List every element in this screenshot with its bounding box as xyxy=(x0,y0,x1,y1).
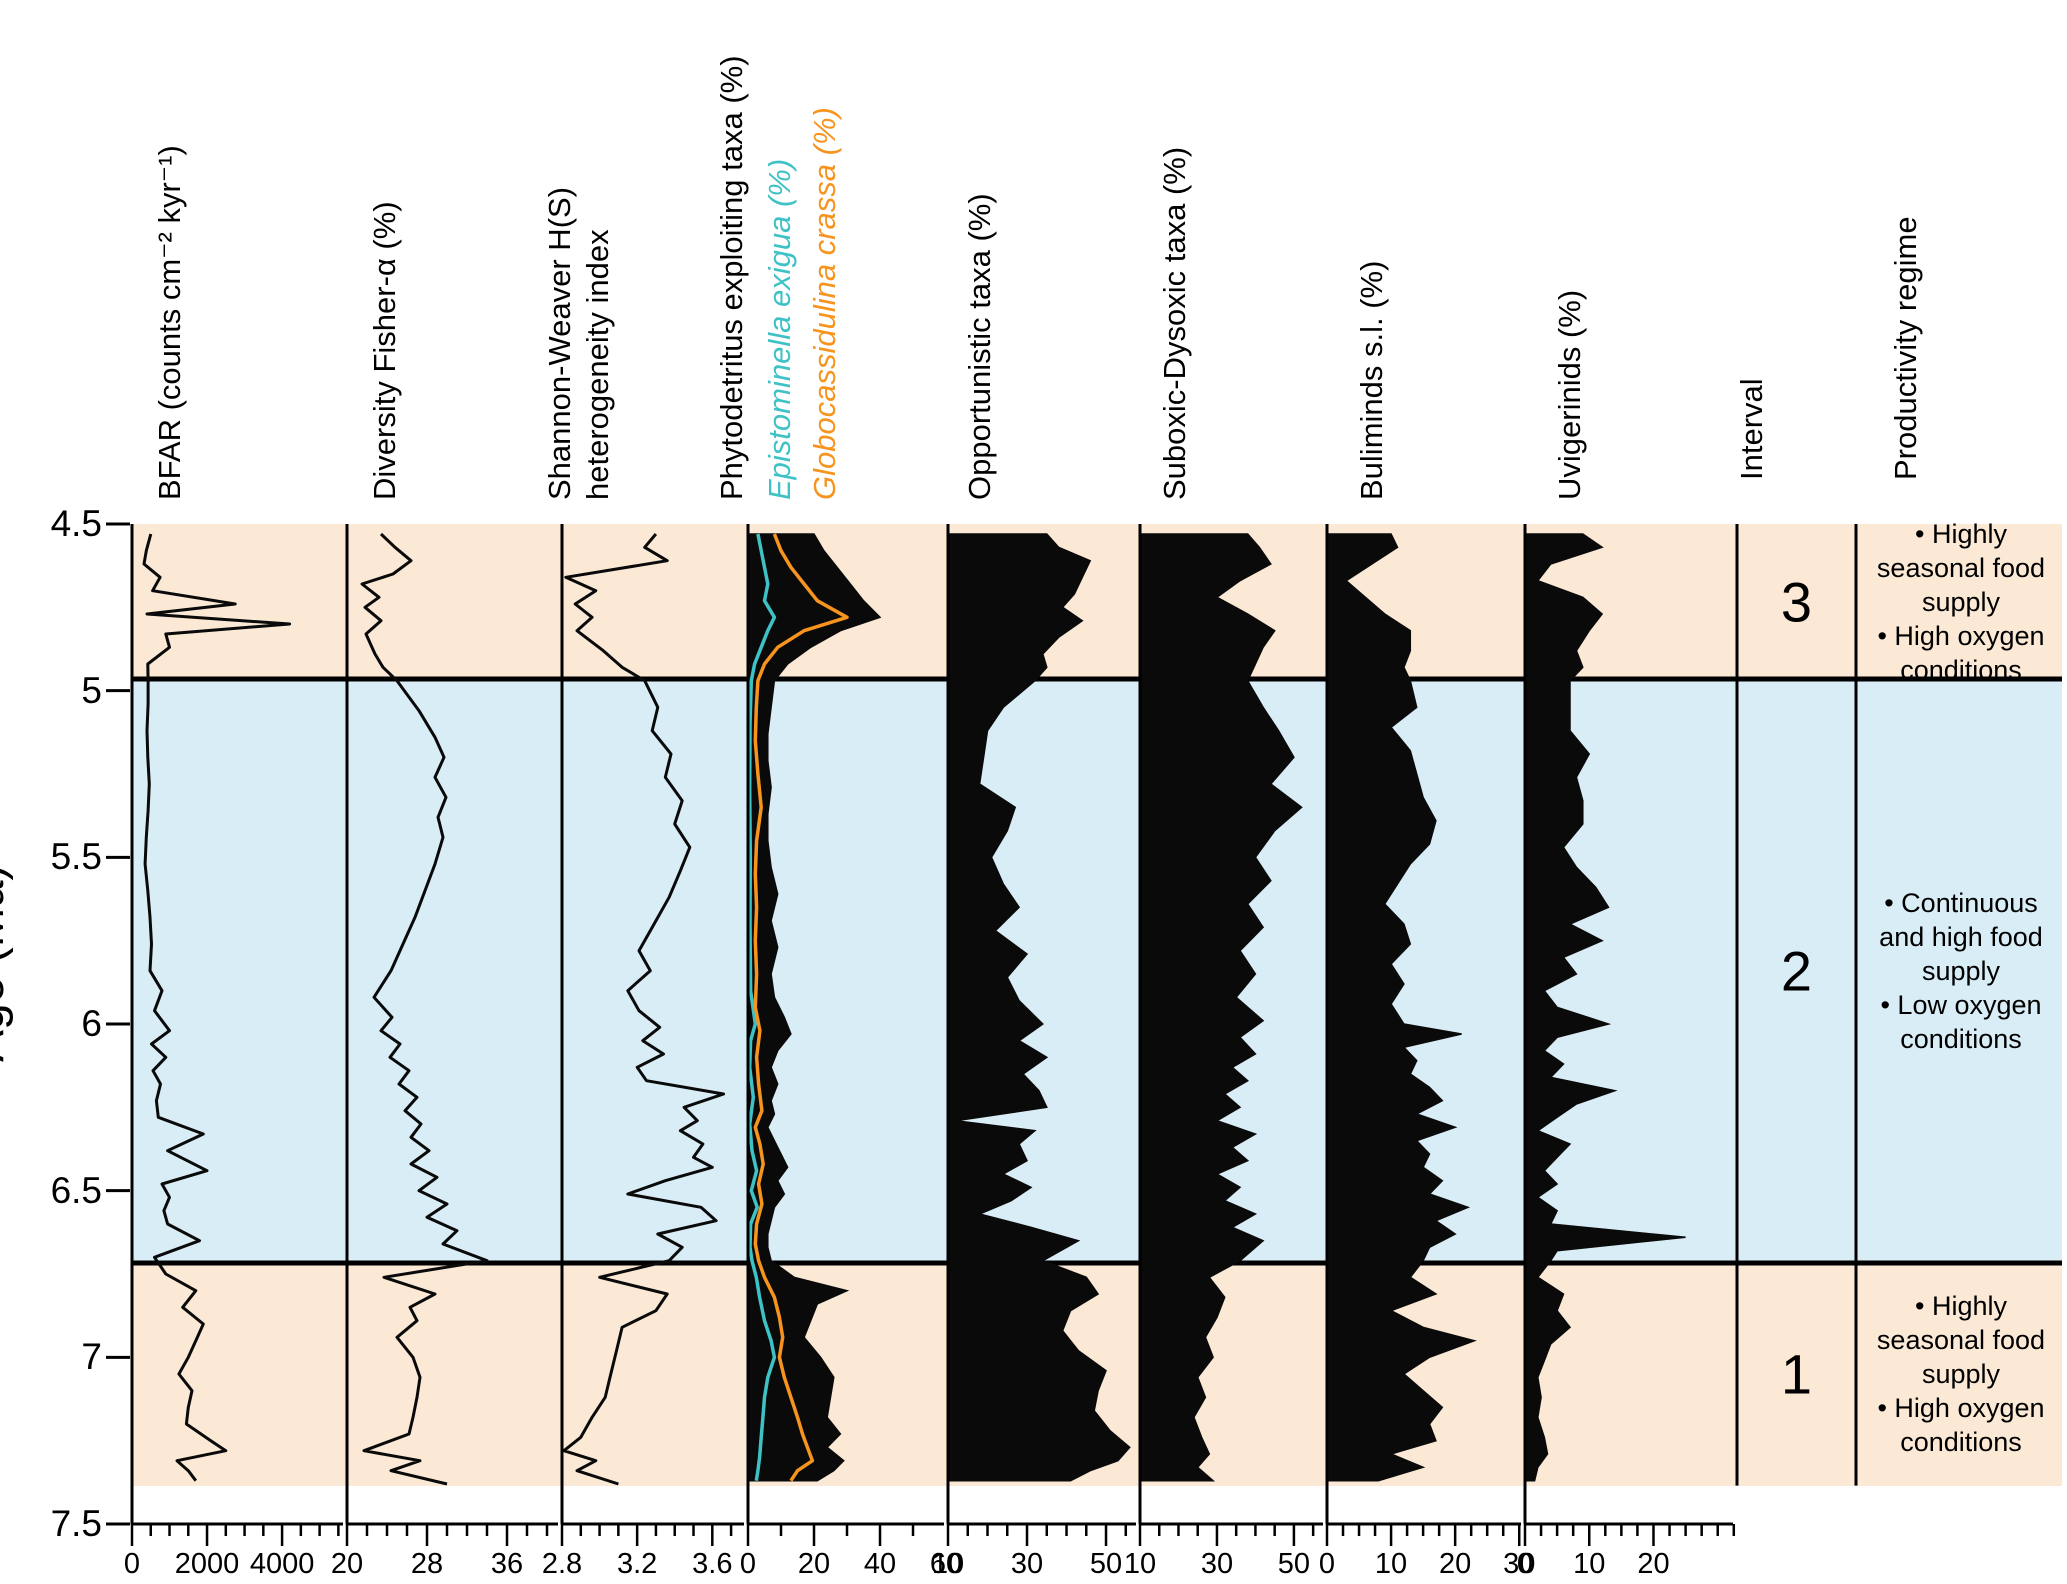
x-tick-label-fisher-28: 28 xyxy=(410,1548,444,1580)
panel-header-shannon-1: heterogeneity index xyxy=(580,229,615,500)
interval-column-header: Interval xyxy=(1734,378,1769,480)
x-tick-label-fisher-36: 36 xyxy=(490,1548,524,1580)
age-tick-label-5: 5 xyxy=(81,669,102,711)
regime-text-interval-3: • Highly seasonal food supply • High oxyg… xyxy=(1862,517,2060,687)
age-tick-label-6.5: 6.5 xyxy=(50,1169,102,1211)
series-buliminds-buliminds-s-l- xyxy=(1328,533,1477,1482)
x-tick-label-opportunistic-10: 10 xyxy=(931,1548,965,1580)
series-uvigerinids-uvigerinids xyxy=(1526,533,1686,1482)
panel-header-shannon-0: Shannon-Weaver H(S) xyxy=(542,186,577,500)
age-tick-label-7: 7 xyxy=(81,1336,102,1378)
panel-shannon-series xyxy=(563,533,726,1486)
regime-bullet-2-1: • Low oxygen conditions xyxy=(1880,990,2042,1054)
panel-phytodetritus-series xyxy=(749,533,882,1482)
series-opportunistic-opportunistic-taxa xyxy=(949,533,1131,1482)
x-tick-label-phytodetritus-0: 0 xyxy=(739,1548,757,1580)
panel-header-phytodetritus-1: Epistominella exigua (%) xyxy=(762,158,797,500)
x-tick-label-shannon-3.6: 3.6 xyxy=(692,1548,733,1580)
panel-opportunistic-series xyxy=(949,533,1131,1482)
x-tick-label-opportunistic-50: 50 xyxy=(1089,1548,1123,1580)
interval-number-1: 1 xyxy=(1780,1342,1813,1406)
x-tick-label-opportunistic-30: 30 xyxy=(1010,1548,1044,1580)
panel-header-phytodetritus-0: Phytodetritus exploiting taxa (%) xyxy=(714,55,749,500)
panel-header-opportunistic: Opportunistic taxa (%) xyxy=(962,193,997,500)
interval-band-2 xyxy=(132,679,2062,1263)
panel-fisher-series xyxy=(360,532,489,1486)
series-suboxic-suboxic-dysoxic-taxa xyxy=(1141,533,1303,1482)
x-tick-label-bfar-0: 0 xyxy=(123,1548,141,1580)
regime-bullet-2-0: • Continuous and high food supply xyxy=(1879,888,2043,986)
x-tick-label-uvigerinids-20: 20 xyxy=(1637,1548,1670,1580)
panel-uvigerinids-series xyxy=(1526,533,1686,1482)
x-tick-label-buliminds-30: 30 xyxy=(1503,1548,1536,1580)
panel-bfar-series xyxy=(142,533,292,1482)
age-tick-label-4.5: 4.5 xyxy=(50,503,102,544)
panel-buliminds-series xyxy=(1328,533,1477,1482)
panel-header-buliminds: Buliminds s.l. (%) xyxy=(1354,260,1389,500)
x-tick-label-shannon-3.2: 3.2 xyxy=(616,1548,658,1580)
x-tick-label-fisher-20: 20 xyxy=(330,1548,364,1580)
x-tick-label-suboxic-30: 30 xyxy=(1200,1548,1234,1580)
series-shannon-shannon-weaver-h-s- xyxy=(563,533,726,1486)
panel-header-phytodetritus-2: Globocassidulina crassa (%) xyxy=(807,107,842,500)
x-tick-label-phytodetritus-20: 20 xyxy=(797,1548,831,1580)
x-tick-label-shannon-2.8: 2.8 xyxy=(541,1548,583,1580)
x-tick-label-bfar-4000: 4000 xyxy=(249,1548,315,1580)
regime-bullet-1-0: • Highly seasonal food supply xyxy=(1876,1291,2046,1390)
age-tick-label-5.5: 5.5 xyxy=(50,836,102,878)
series-phytodetritus-phytodetritus-exploiting-taxa xyxy=(749,533,882,1482)
panel-header-fisher: Diversity Fisher-α (%) xyxy=(367,201,402,500)
age-tick-label-6: 6 xyxy=(81,1003,102,1044)
x-tick-label-bfar-2000: 2000 xyxy=(174,1548,240,1580)
regime-text-interval-2: • Continuous and high food supply • Low o… xyxy=(1862,886,2060,1056)
regime-column-header: Productivity regime xyxy=(1888,216,1923,480)
age-axis-title: Age (Ma) xyxy=(0,864,14,1062)
regime-bullet-1-1: • High oxygen conditions xyxy=(1877,1393,2045,1458)
series-phytodetritus-epistominella-exigua xyxy=(749,533,777,1481)
regime-text-interval-1: • Highly seasonal food supply • High oxyg… xyxy=(1862,1289,2060,1459)
series-phytodetritus-globocassidulina-crassa xyxy=(753,533,849,1482)
series-fisher-fisher-alpha xyxy=(360,532,489,1486)
panel-suboxic-series xyxy=(1141,533,1303,1482)
x-tick-label-phytodetritus-40: 40 xyxy=(863,1548,897,1580)
x-tick-label-buliminds-20: 20 xyxy=(1439,1548,1472,1580)
interval-number-2: 2 xyxy=(1780,939,1813,1003)
x-tick-label-phytodetritus-60: 60 xyxy=(929,1548,963,1580)
regime-bullet-3-0: • Highly seasonal food supply xyxy=(1876,518,2046,617)
x-tick-label-suboxic-50: 50 xyxy=(1277,1548,1311,1580)
age-tick-label-7.5: 7.5 xyxy=(50,1503,102,1544)
x-tick-label-buliminds-10: 10 xyxy=(1374,1548,1408,1580)
interval-band-3 xyxy=(132,524,2062,679)
series-bfar-bfar xyxy=(142,533,292,1482)
x-tick-label-uvigerinids-0: 0 xyxy=(1516,1548,1534,1580)
x-tick-label-suboxic-10: 10 xyxy=(1123,1548,1157,1580)
panel-header-uvigerinids: Uvigerinids (%) xyxy=(1552,289,1587,500)
panel-header-bfar: BFAR (counts cm⁻² kyr⁻¹) xyxy=(152,145,187,500)
interval-number-3: 3 xyxy=(1780,570,1813,633)
regime-bullet-3-1: • High oxygen conditions xyxy=(1877,620,2045,685)
x-tick-label-uvigerinids-10: 10 xyxy=(1573,1548,1606,1580)
panel-header-suboxic: Suboxic-Dysoxic taxa (%) xyxy=(1157,146,1192,500)
x-tick-label-buliminds-0: 0 xyxy=(1318,1548,1336,1580)
